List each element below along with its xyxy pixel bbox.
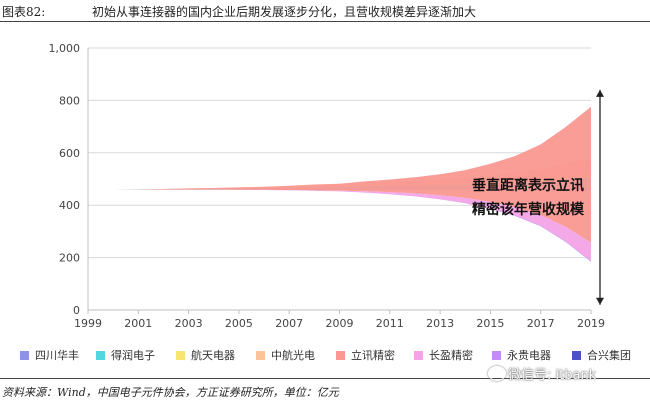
x-tick-label: 2009 — [326, 317, 354, 330]
arrow-head-up — [596, 89, 604, 97]
legend-label: 中航光电 — [271, 349, 315, 362]
legend-item: 四川华丰 — [20, 347, 79, 363]
chart-legend: 四川华丰 得润电子 航天电器 中航光电 立讯精密 长盈精密 永贵电器 合兴集团 — [20, 347, 640, 363]
axes: 0 200 400 600 800 1,000 1999 2001 2003 2005 2007 20… — [49, 42, 606, 330]
legend-swatch — [256, 351, 265, 360]
legend-label: 永贵电器 — [507, 349, 551, 362]
legend-swatch — [96, 351, 105, 360]
legend-label: 得润电子 — [111, 349, 155, 362]
legend-swatch — [176, 351, 185, 360]
legend-label: 航天电器 — [191, 349, 235, 362]
legend-item: 航天电器 — [176, 347, 235, 363]
legend-swatch — [414, 351, 423, 360]
x-tick-label: 2007 — [275, 317, 303, 330]
x-tick-label: 2003 — [175, 317, 203, 330]
stacked-area-chart: 0 200 400 600 800 1,000 1999 2001 2003 2005 2007 20… — [49, 42, 606, 330]
x-tick-label: 2011 — [376, 317, 404, 330]
figure-label: 图表82: — [2, 5, 46, 19]
header-divider — [0, 21, 650, 22]
legend-label: 合兴集团 — [587, 349, 631, 362]
arrow-head-down — [596, 297, 604, 305]
y-tick-label: 800 — [59, 94, 80, 107]
figure-header: 图表82: 初始从事连接器的国内企业后期发展逐步分化，且营收规模差异逐渐加大 — [0, 0, 650, 22]
figure-title: 初始从事连接器的国内企业后期发展逐步分化，且营收规模差异逐渐加大 — [92, 5, 477, 19]
source-note: 资料来源：Wind，中国电子元件协会，方正证券研究所，单位：亿元 — [2, 386, 339, 399]
x-tick-label: 2013 — [426, 317, 454, 330]
legend-label: 立讯精密 — [351, 349, 395, 362]
x-tick-label: 1999 — [74, 317, 102, 330]
x-tick-label: 2005 — [225, 317, 253, 330]
y-tick-label: 400 — [59, 199, 80, 212]
legend-item: 永贵电器 — [492, 347, 551, 363]
legend-label: 长盈精密 — [429, 349, 473, 362]
legend-swatch — [20, 351, 29, 360]
x-tick-label: 2017 — [527, 317, 555, 330]
x-tick-label: 2015 — [476, 317, 504, 330]
area-立讯精密 — [88, 106, 591, 243]
legend-item: 中航光电 — [256, 347, 315, 363]
legend-item: 长盈精密 — [414, 347, 473, 363]
y-tick-label: 0 — [73, 304, 80, 317]
wechat-icon — [488, 366, 506, 381]
annotation-line-1: 垂直距离表示立讯 — [472, 177, 584, 194]
x-tick-label: 2019 — [577, 317, 605, 330]
legend-swatch — [572, 351, 581, 360]
legend-item: 得润电子 — [96, 347, 155, 363]
annotation-line-2: 精密该年营收规模 — [472, 201, 585, 218]
legend-item: 合兴集团 — [572, 347, 631, 363]
x-tick-label: 2001 — [124, 317, 152, 330]
watermark: 微信号: itbank — [508, 368, 597, 383]
legend-label: 四川华丰 — [35, 349, 79, 362]
footer-divider — [0, 378, 650, 379]
y-tick-label: 200 — [59, 252, 80, 265]
y-tick-label: 600 — [59, 147, 80, 160]
legend-swatch — [492, 351, 501, 360]
legend-item: 立讯精密 — [336, 347, 395, 363]
y-tick-label: 1,000 — [49, 42, 81, 55]
legend-swatch — [336, 351, 345, 360]
series-areas — [88, 106, 591, 262]
